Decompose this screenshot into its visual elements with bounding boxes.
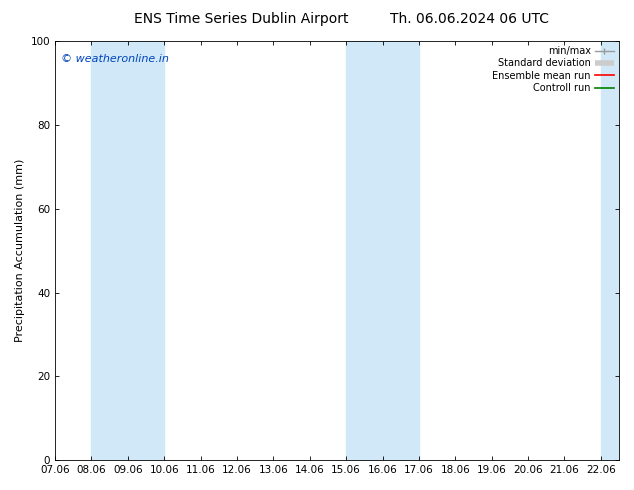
Text: ENS Time Series Dublin Airport: ENS Time Series Dublin Airport (134, 12, 348, 26)
Bar (91, 41, 164, 460)
Legend: min/max, Standard deviation, Ensemble mean run, Controll run: min/max, Standard deviation, Ensemble me… (490, 44, 616, 95)
Y-axis label: Precipitation Accumulation (mm): Precipitation Accumulation (mm) (15, 159, 25, 343)
Text: © weatheronline.in: © weatheronline.in (61, 53, 169, 64)
Bar (601, 41, 619, 460)
Bar (346, 41, 419, 460)
Text: Th. 06.06.2024 06 UTC: Th. 06.06.2024 06 UTC (390, 12, 548, 26)
